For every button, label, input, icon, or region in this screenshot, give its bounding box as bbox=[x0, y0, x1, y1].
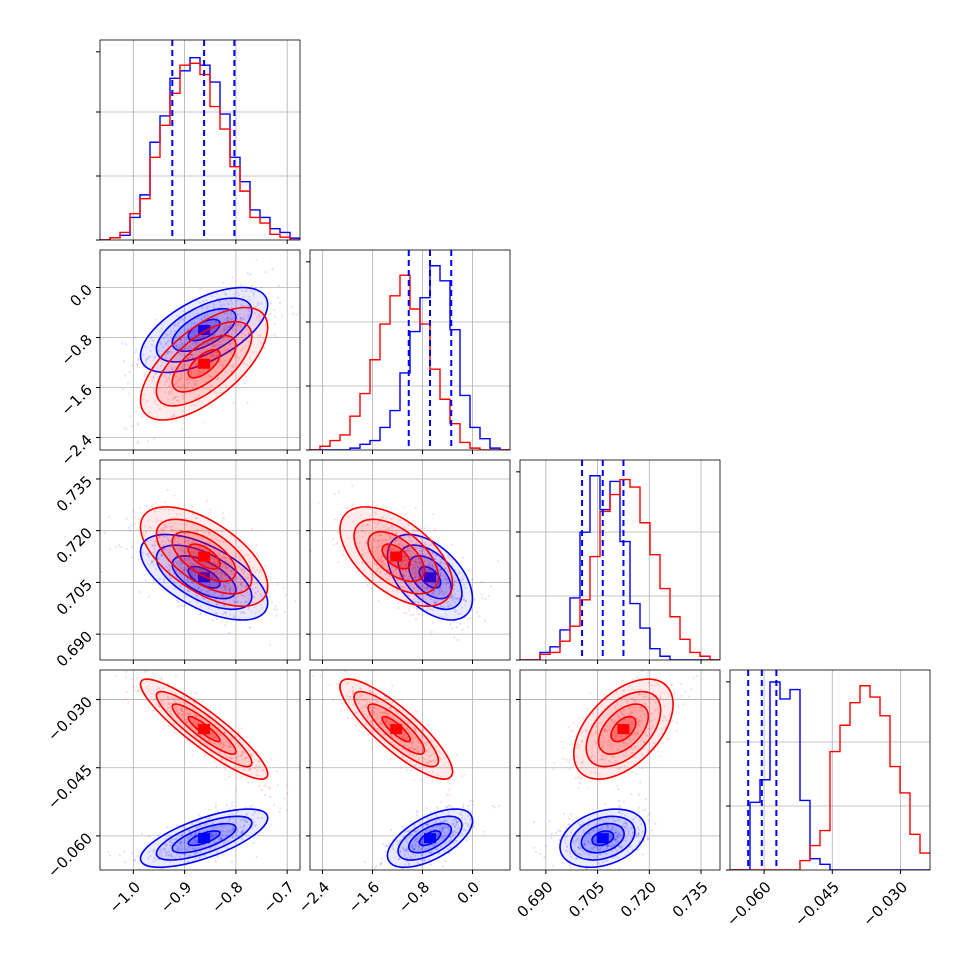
y-tick-label: −1.6 bbox=[58, 381, 96, 419]
panel-3-0: −1.0 −0.9 −0.8 −0.7 −0.060 −0.045 −0.030 bbox=[44, 669, 301, 917]
x-tick-label: −1.6 bbox=[345, 878, 383, 916]
blue-density-peak bbox=[198, 833, 211, 844]
red-histogram-1 bbox=[310, 274, 510, 450]
panel-1-0: −2.4 −1.6 −0.8 0.0 bbox=[58, 249, 301, 469]
y-tick-label: 0.720 bbox=[53, 524, 96, 567]
y-tick-label: −0.030 bbox=[44, 693, 96, 745]
red-density-peak bbox=[390, 551, 403, 562]
blue-histogram-2 bbox=[520, 475, 720, 660]
x-tick-label: 0.720 bbox=[617, 878, 660, 921]
red-density-peak bbox=[390, 724, 403, 735]
panel-frame bbox=[519, 459, 721, 661]
y-tick-label: 0.705 bbox=[53, 576, 96, 619]
blue-density-peak bbox=[198, 325, 211, 335]
x-tick-label: −0.8 bbox=[395, 878, 433, 916]
panel-frame bbox=[99, 459, 301, 661]
panel-frame bbox=[99, 39, 301, 241]
y-tick-label: −2.4 bbox=[58, 431, 96, 469]
panel-frame bbox=[309, 249, 511, 451]
x-tick-label: −0.045 bbox=[791, 878, 843, 930]
x-tick-label: −0.7 bbox=[259, 878, 297, 916]
panel-frame bbox=[99, 249, 301, 451]
x-tick-label: −0.030 bbox=[859, 878, 911, 930]
blue-histogram-1 bbox=[310, 265, 510, 450]
panel-frame bbox=[729, 669, 931, 871]
panel-frame bbox=[309, 459, 511, 661]
blue-density-peak bbox=[596, 833, 609, 844]
red-density-peak bbox=[617, 724, 630, 735]
blue-density-peak bbox=[424, 572, 436, 583]
x-tick-label: −0.9 bbox=[157, 878, 195, 916]
red-density-peak bbox=[198, 551, 211, 562]
blue-histogram-3 bbox=[730, 681, 930, 870]
panel-2-1 bbox=[306, 459, 511, 664]
y-tick-label: 0.735 bbox=[53, 472, 96, 515]
red-histogram-0 bbox=[100, 62, 300, 240]
y-tick-label: 0.0 bbox=[66, 281, 96, 311]
x-tick-label: 0.690 bbox=[514, 878, 557, 921]
panel-0-0 bbox=[96, 39, 301, 244]
red-samples bbox=[107, 488, 297, 646]
panel-2-2 bbox=[516, 459, 721, 664]
panel-frame bbox=[519, 669, 721, 871]
x-tick-label: 0.705 bbox=[565, 878, 608, 921]
x-tick-label: −0.060 bbox=[723, 878, 775, 930]
panel-3-2: 0.690 0.705 0.720 0.735 bbox=[514, 669, 721, 921]
panel-2-0: 0.690 0.705 0.720 0.735 bbox=[53, 459, 301, 671]
red-histogram-3 bbox=[730, 685, 930, 870]
panel-3-3: −0.060 −0.045 −0.030 bbox=[723, 669, 931, 930]
panel-1-1 bbox=[306, 249, 511, 454]
red-density-peak bbox=[198, 724, 211, 735]
blue-histogram-0 bbox=[100, 56, 300, 240]
panel-frame bbox=[309, 669, 511, 871]
y-tick-label: 0.690 bbox=[53, 627, 96, 670]
panel-frame bbox=[99, 669, 301, 871]
y-tick-label: −0.8 bbox=[58, 331, 96, 369]
x-tick-label: −1.0 bbox=[106, 878, 144, 916]
x-tick-label: 0.0 bbox=[454, 878, 484, 908]
x-tick-label: −2.4 bbox=[295, 878, 333, 916]
red-histogram-2 bbox=[520, 478, 720, 660]
panel-3-1: −2.4 −1.6 −0.8 0.0 bbox=[295, 669, 511, 917]
blue-density-peak bbox=[424, 833, 436, 844]
y-tick-label: −0.045 bbox=[44, 761, 96, 813]
red-density-peak bbox=[198, 358, 211, 369]
y-tick-label: −0.060 bbox=[44, 829, 96, 881]
x-tick-label: −0.8 bbox=[208, 878, 246, 916]
x-tick-label: 0.735 bbox=[669, 878, 712, 921]
